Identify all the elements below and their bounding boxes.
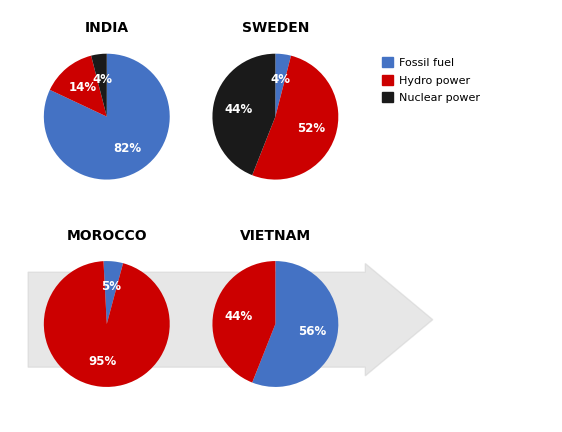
Title: MOROCCO: MOROCCO [66, 229, 147, 243]
Text: 56%: 56% [298, 324, 327, 337]
Title: VIETNAM: VIETNAM [240, 229, 311, 243]
Wedge shape [91, 54, 107, 117]
Text: 95%: 95% [89, 355, 117, 368]
Legend: Fossil fuel, Hydro power, Nuclear power: Fossil fuel, Hydro power, Nuclear power [382, 57, 480, 103]
Text: 4%: 4% [92, 73, 112, 86]
Text: 5%: 5% [101, 280, 121, 293]
Wedge shape [252, 261, 338, 387]
Wedge shape [50, 56, 107, 117]
Wedge shape [275, 54, 291, 117]
Title: SWEDEN: SWEDEN [242, 22, 309, 35]
Text: 4%: 4% [270, 73, 290, 86]
Text: 44%: 44% [224, 103, 252, 116]
Text: 52%: 52% [297, 122, 325, 135]
Wedge shape [44, 261, 170, 387]
Wedge shape [252, 56, 338, 180]
FancyArrow shape [28, 264, 433, 376]
Text: 82%: 82% [113, 142, 141, 155]
Text: 44%: 44% [224, 311, 252, 324]
Title: INDIA: INDIA [85, 22, 129, 35]
Wedge shape [212, 261, 275, 382]
Text: 14%: 14% [69, 81, 97, 94]
Wedge shape [212, 54, 275, 175]
Wedge shape [103, 261, 123, 324]
Wedge shape [44, 54, 170, 180]
